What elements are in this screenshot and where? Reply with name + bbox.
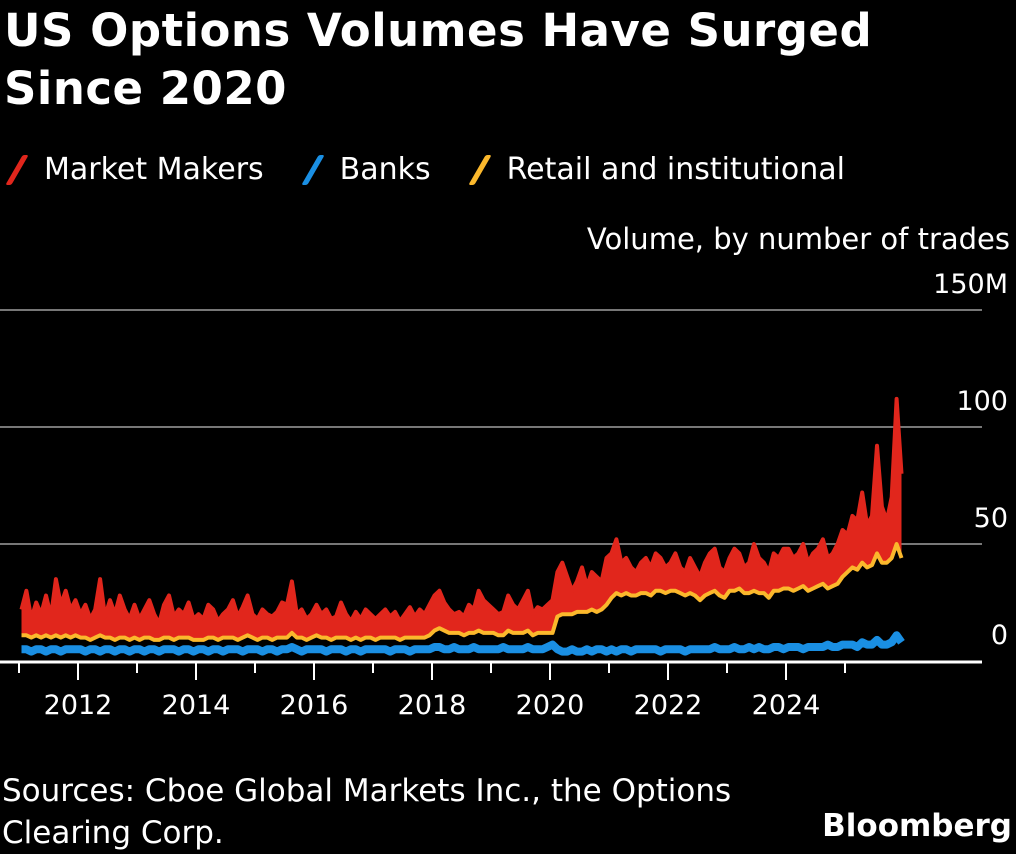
legend-item-market-makers: Market Makers — [5, 152, 264, 187]
legend-item-retail: Retail and institutional — [467, 152, 845, 187]
x-tick-label: 2016 — [280, 690, 349, 721]
legend-label: Banks — [339, 152, 431, 187]
chart-plot: 0 50 100 150M 2012 2014 2016 2018 2020 2022 2024 — [0, 269, 1008, 721]
y-tick-label: 50 — [974, 503, 1008, 534]
legend-label: Market Makers — [44, 152, 264, 187]
source-note: Sources: Cboe Global Markets Inc., the O… — [2, 773, 732, 851]
x-tick-label: 2020 — [516, 690, 585, 721]
legend: Market Makers Banks Retail and instituti… — [5, 152, 883, 187]
y-tick-label: 100 — [956, 386, 1008, 417]
x-tick-label: 2012 — [44, 690, 113, 721]
x-tick-label: 2024 — [752, 690, 821, 721]
y-tick-label: 150M — [933, 269, 1008, 300]
retail-line — [21, 542, 904, 642]
legend-label: Retail and institutional — [506, 152, 845, 187]
y-axis-label: Volume, by number of trades — [586, 222, 1010, 256]
bloomberg-logo: Bloomberg — [822, 808, 1012, 844]
x-tick-label: 2014 — [162, 690, 231, 721]
legend-item-banks: Banks — [300, 152, 431, 187]
x-tick-label: 2022 — [634, 690, 703, 721]
chart-title: US Options Volumes Have Surged Since 202… — [4, 4, 873, 115]
x-tick-label: 2018 — [398, 690, 467, 721]
market-makers-line — [19, 396, 904, 626]
market-makers-area — [21, 398, 902, 640]
y-tick-label: 0 — [991, 620, 1008, 651]
banks-line — [21, 631, 905, 656]
